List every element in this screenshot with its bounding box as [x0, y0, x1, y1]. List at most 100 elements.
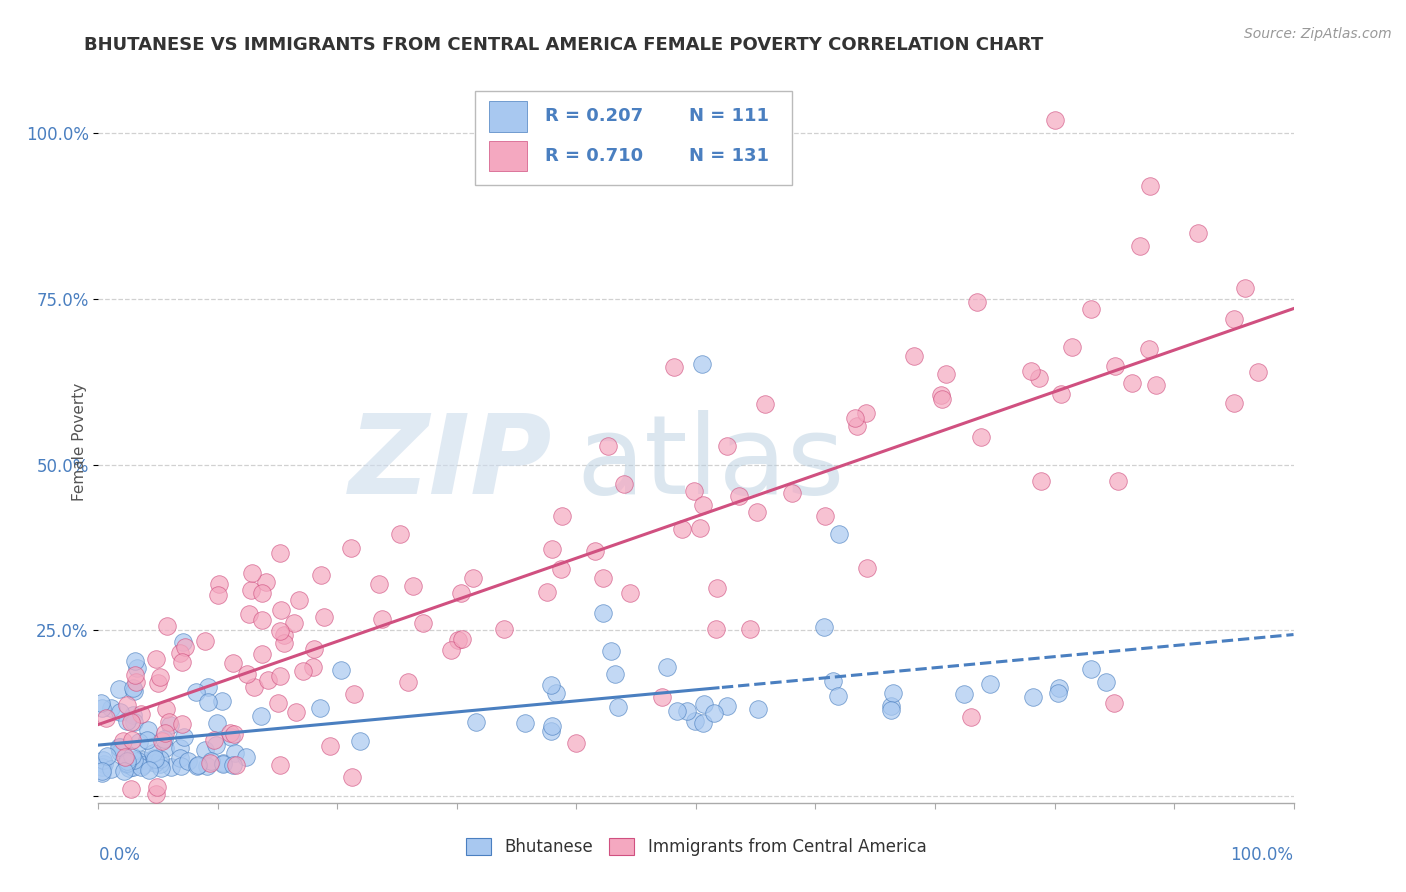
Point [269, 669, 291, 683]
Point [599, 644, 621, 658]
Point [412, 615, 434, 630]
Point [91, 753, 114, 767]
Point [211, 756, 233, 771]
Point [172, 656, 194, 670]
Point [112, 734, 135, 748]
Point [136, 723, 159, 737]
Point [124, 654, 146, 668]
Point [186, 759, 208, 773]
Point [146, 676, 169, 690]
Point [273, 628, 295, 642]
Point [312, 609, 335, 624]
Point [129, 707, 152, 722]
Point [882, 686, 904, 700]
Point [219, 730, 242, 744]
Point [388, 527, 411, 541]
Text: R = 0.710: R = 0.710 [546, 147, 644, 165]
Point [666, 704, 689, 718]
Point [108, 745, 131, 759]
Point [960, 709, 983, 723]
Point [125, 661, 148, 675]
Point [651, 690, 673, 704]
Point [329, 663, 352, 677]
Point [813, 620, 835, 634]
Point [225, 758, 247, 772]
Text: BHUTANESE VS IMMIGRANTS FROM CENTRAL AMERICA FEMALE POVERTY CORRELATION CHART: BHUTANESE VS IMMIGRANTS FROM CENTRAL AME… [84, 36, 1043, 54]
Point [440, 643, 463, 657]
Point [544, 686, 567, 700]
Point [142, 746, 165, 760]
Point [90, 764, 112, 779]
Point [1107, 475, 1129, 489]
Point [727, 489, 749, 503]
Point [194, 742, 217, 756]
Point [169, 740, 191, 755]
Point [540, 678, 562, 692]
Point [122, 753, 145, 767]
Point [343, 687, 366, 701]
Point [603, 666, 626, 681]
Point [127, 754, 149, 768]
Point [96, 711, 118, 725]
Point [120, 715, 142, 730]
Point [96, 748, 118, 763]
Point [149, 752, 172, 766]
Text: atlas: atlas [576, 409, 845, 516]
Point [157, 714, 180, 729]
Point [1080, 302, 1102, 317]
Point [250, 585, 273, 599]
Point [269, 546, 291, 560]
Point [703, 706, 725, 721]
Point [693, 697, 716, 711]
Point [250, 613, 273, 627]
Point [128, 735, 150, 749]
Point [903, 349, 925, 363]
Point [146, 780, 169, 794]
Point [550, 562, 572, 576]
FancyBboxPatch shape [489, 141, 527, 171]
Point [747, 702, 769, 716]
Point [716, 439, 738, 453]
Y-axis label: Female Poverty: Female Poverty [72, 383, 87, 500]
Point [1080, 662, 1102, 676]
Point [540, 719, 562, 733]
Point [1028, 371, 1050, 385]
Point [931, 392, 953, 406]
Point [1187, 226, 1209, 240]
Point [170, 717, 193, 731]
Point [240, 582, 263, 597]
Point [1137, 343, 1160, 357]
Point [929, 388, 952, 402]
Point [115, 698, 138, 713]
Point [135, 733, 157, 747]
Point [754, 397, 776, 411]
Point [619, 585, 641, 599]
Point [207, 588, 229, 602]
Point [953, 687, 976, 701]
Point [1047, 681, 1070, 695]
Point [149, 670, 172, 684]
Text: N = 131: N = 131 [689, 147, 769, 165]
Point [270, 603, 292, 617]
Point [194, 633, 217, 648]
Point [828, 527, 851, 541]
Point [935, 367, 957, 381]
Point [450, 586, 472, 600]
Point [132, 753, 155, 767]
Point [143, 752, 166, 766]
Point [515, 716, 537, 731]
Point [205, 738, 228, 752]
Point [197, 681, 219, 695]
Text: 0.0%: 0.0% [98, 847, 141, 864]
Point [662, 359, 685, 374]
Point [125, 674, 148, 689]
Point [208, 577, 231, 591]
Point [169, 751, 191, 765]
Point [238, 607, 260, 622]
Text: 100.0%: 100.0% [1230, 847, 1294, 864]
Point [120, 781, 142, 796]
Point [159, 760, 181, 774]
Point [465, 714, 488, 729]
Text: R = 0.207: R = 0.207 [546, 107, 644, 126]
Point [211, 693, 233, 707]
